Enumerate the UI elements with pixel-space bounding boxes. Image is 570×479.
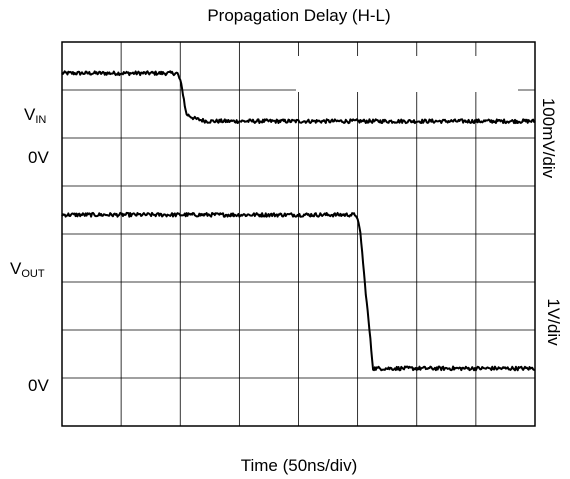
vin-label: VIN xyxy=(24,105,47,126)
vout-label: VOUT xyxy=(10,259,45,280)
vout-zero-label: 0V xyxy=(28,376,49,395)
x-axis-label: Time (50ns/div) xyxy=(240,456,358,475)
plot-frame xyxy=(61,41,536,427)
annotation-box xyxy=(296,56,518,92)
chart-title: Propagation Delay (H-L) xyxy=(207,6,391,25)
series-vin-trace xyxy=(61,70,536,125)
vin-zero-label: 0V xyxy=(28,148,49,167)
series-vout-trace xyxy=(61,211,536,372)
